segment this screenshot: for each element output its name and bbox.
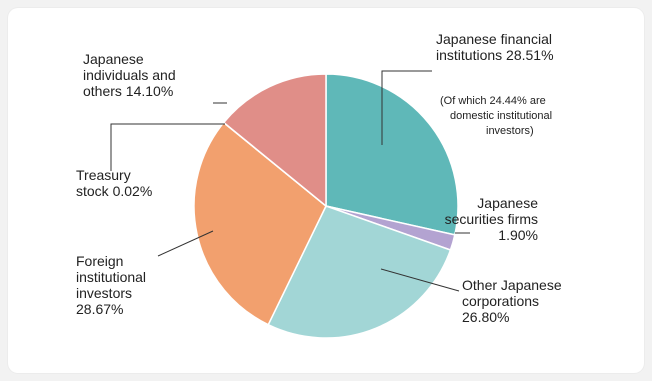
slice-label-1: Japanese securities firms 1.90% bbox=[445, 195, 539, 243]
slice-label-2: Other Japanese corporations 26.80% bbox=[462, 277, 562, 325]
pie-slice-5 bbox=[222, 73, 327, 208]
leader-line-0 bbox=[381, 70, 432, 145]
slice-label-3: Foreign institutional investors 28.67% bbox=[76, 253, 146, 317]
leader-line-2 bbox=[380, 268, 460, 292]
slice-label-5: Japanese individuals and others 14.10% bbox=[83, 51, 176, 99]
chart-card: Japanese financial institutions 28.51% (Of… bbox=[8, 8, 644, 373]
ownership-pie-chart: Japanese financial institutions 28.51% (Of… bbox=[76, 31, 562, 339]
pie-slice-3 bbox=[193, 121, 327, 326]
pie-slice-0 bbox=[325, 73, 459, 236]
slice-note-0: (Of which 24.44% are domestic institution… bbox=[440, 95, 552, 137]
leader-line-3 bbox=[157, 230, 214, 257]
slice-label-0: Japanese financial institutions 28.51% bbox=[436, 31, 554, 63]
slice-label-4: Treasury stock 0.02% bbox=[76, 167, 152, 199]
leader-line-4 bbox=[110, 123, 225, 171]
pie-slice-2 bbox=[267, 205, 452, 339]
